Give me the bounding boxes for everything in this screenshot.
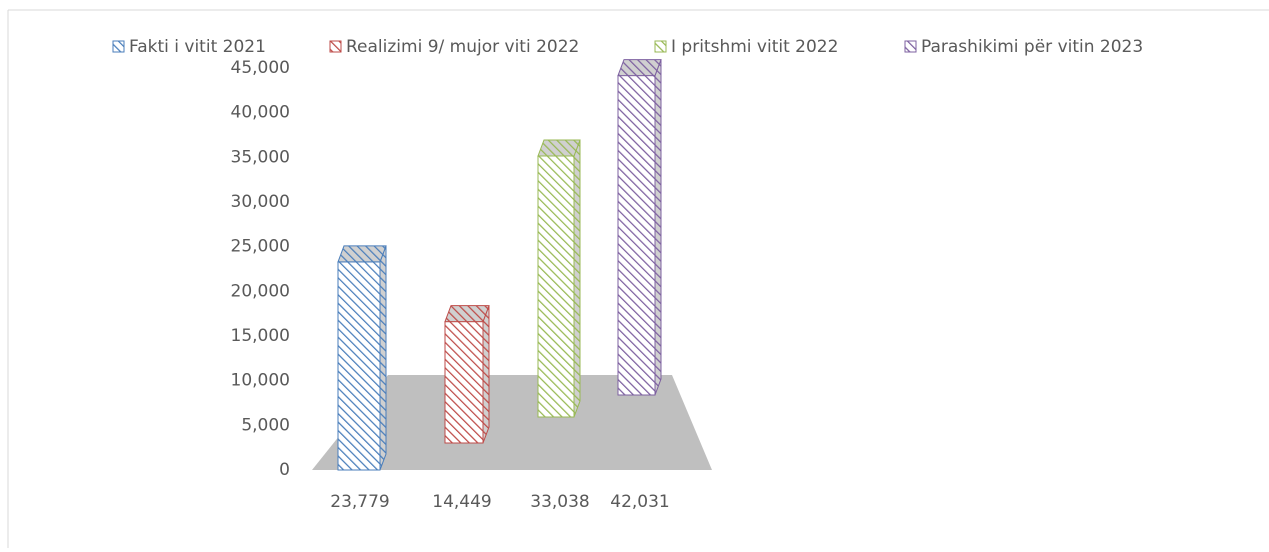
y-tick-label: 25,000 [231,237,290,257]
legend-label: Parashikimi për vitin 2023 [921,37,1143,57]
y-tick-label: 30,000 [231,192,290,212]
bar-top [337,245,387,263]
bar [337,261,381,471]
bar-side [654,59,662,396]
y-tick-label: 45,000 [231,58,290,78]
bar [617,75,656,396]
y-tick-label: 0 [279,460,290,480]
legend-swatch [112,40,125,53]
y-tick-label: 40,000 [231,103,290,123]
x-value-label: 42,031 [610,492,669,512]
y-tick-label: 15,000 [231,326,290,346]
bar [537,155,575,418]
bar [444,321,484,444]
x-value-label: 23,779 [330,492,389,512]
legend-swatch [329,40,342,53]
bar-top [617,59,662,77]
legend-swatch [654,40,667,53]
bar-side [482,305,490,444]
y-tick-label: 10,000 [231,371,290,391]
legend-swatch [904,40,917,53]
x-value-label: 14,449 [432,492,491,512]
legend-label: I pritshmi vitit 2022 [671,37,838,57]
legend-label: Fakti i vitit 2021 [129,37,266,57]
y-tick-label: 20,000 [231,281,290,301]
bar-side [379,245,387,471]
floor [312,375,712,470]
legend-label: Realizimi 9/ mujor viti 2022 [346,37,579,57]
y-tick-label: 35,000 [231,147,290,167]
bar-top [537,139,581,157]
bar-top [444,305,490,323]
y-tick-label: 5,000 [241,415,290,435]
bar-side [573,139,581,418]
x-value-label: 33,038 [530,492,589,512]
